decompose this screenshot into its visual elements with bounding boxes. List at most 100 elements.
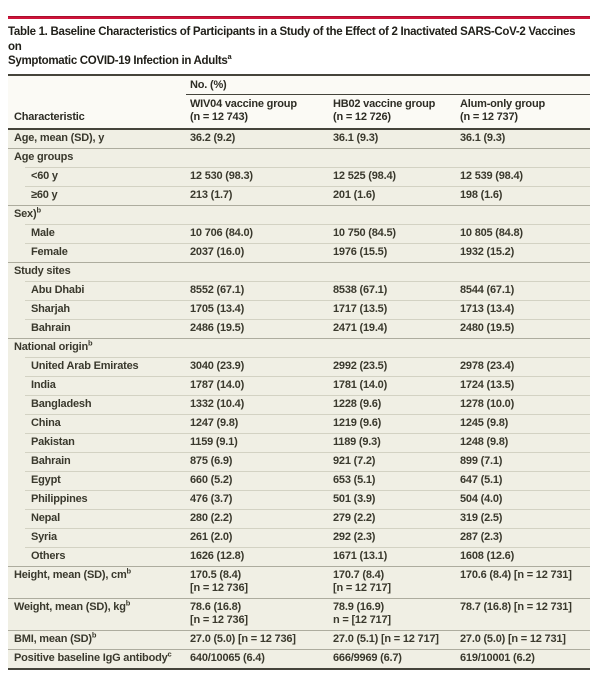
row-label: Age, mean (SD), y xyxy=(14,131,105,144)
value-cell: 1932 (15.2) xyxy=(460,245,515,258)
value-cell: 1248 (9.8) xyxy=(460,435,509,448)
row-label: Height, mean (SD), cmb xyxy=(14,565,132,581)
column-header-alum-n: (n = 12 737) xyxy=(460,110,518,123)
accent-rule xyxy=(8,16,590,19)
value-cell: 619/10001 (6.2) xyxy=(460,651,535,664)
value-cell: 78.6 (16.8) [n = 12 736] xyxy=(190,600,248,626)
value-cell: 1245 (9.8) xyxy=(460,416,509,429)
value-cell: 213 (1.7) xyxy=(190,188,233,201)
row-label: Philippines xyxy=(31,492,88,505)
value-cell: 2486 (19.5) xyxy=(190,321,245,334)
value-cell: 1278 (10.0) xyxy=(460,397,515,410)
table-row: China 1247 (9.8) 1219 (9.6) 1245 (9.8) xyxy=(8,413,590,433)
table-row: Others 1626 (12.8) 1671 (13.1) 1608 (12.6) xyxy=(8,546,590,566)
value-cell: 899 (7.1) xyxy=(460,454,503,467)
value-cell: 1671 (13.1) xyxy=(333,549,388,562)
value-cell: 1705 (13.4) xyxy=(190,302,245,315)
column-header-alum-group: Alum-only group (n = 12 737) xyxy=(460,95,590,128)
row-label: Female xyxy=(31,245,68,258)
value-cell: 8544 (67.1) xyxy=(460,283,515,296)
value-cell: 280 (2.2) xyxy=(190,511,233,524)
value-cell: 640/10065 (6.4) xyxy=(190,651,265,664)
column-header-wiv04-label: WIV04 vaccine group xyxy=(190,97,297,110)
value-cell: 12 530 (98.3) xyxy=(190,169,253,182)
row-label: Nepal xyxy=(31,511,60,524)
baseline-characteristics-table: No. (%) Characteristic WIV04 vaccine gro… xyxy=(8,73,590,670)
value-cell: 2037 (16.0) xyxy=(190,245,245,258)
value-cell: 8552 (67.1) xyxy=(190,283,245,296)
value-cell: 1717 (13.5) xyxy=(333,302,388,315)
table-row: Positive baseline IgG antibodyc 640/10065… xyxy=(8,648,590,668)
section-row: Sex)b xyxy=(8,204,590,224)
value-cell: 2471 (19.4) xyxy=(333,321,388,334)
footnote-marker: b xyxy=(36,204,42,214)
value-cell: 1713 (13.4) xyxy=(460,302,515,315)
column-header-hb02-label: HB02 vaccine group xyxy=(333,97,436,110)
table-row: Height, mean (SD), cmb 170.5 (8.4) [n = 1… xyxy=(8,565,590,598)
value-cell: 1724 (13.5) xyxy=(460,378,515,391)
table-row: India 1787 (14.0) 1781 (14.0) 1724 (13.5) xyxy=(8,375,590,395)
value-cell: 170.5 (8.4) [n = 12 736] xyxy=(190,568,248,594)
value-cell: 1332 (10.4) xyxy=(190,397,245,410)
value-cell: 666/9969 (6.7) xyxy=(333,651,402,664)
table-row: Female 2037 (16.0) 1976 (15.5) 1932 (15.2) xyxy=(8,242,590,262)
value-cell: 27.0 (5.0) [n = 12 731] xyxy=(460,632,566,645)
value-cell: 1189 (9.3) xyxy=(333,435,381,448)
footnote-marker: c xyxy=(167,648,172,658)
table-row: Bahrain 2486 (19.5) 2471 (19.4) 2480 (19.5) xyxy=(8,318,590,338)
row-label: Male xyxy=(31,226,55,239)
row-label: Egypt xyxy=(31,473,61,486)
value-cell: 319 (2.5) xyxy=(460,511,503,524)
table-row: Syria 261 (2.0) 292 (2.3) 287 (2.3) xyxy=(8,527,590,547)
section-row: National originb xyxy=(8,337,590,357)
row-label: United Arab Emirates xyxy=(31,359,139,372)
row-label: Sex)b xyxy=(14,204,42,220)
value-cell: 279 (2.2) xyxy=(333,511,376,524)
value-cell: 78.7 (16.8) [n = 12 731] xyxy=(460,600,572,613)
value-cell: 36.1 (9.3) xyxy=(333,131,379,144)
table-row: Philippines 476 (3.7) 501 (3.9) 504 (4.0) xyxy=(8,489,590,509)
footnote-marker: b xyxy=(91,629,97,639)
value-cell: 170.7 (8.4) [n = 12 717] xyxy=(333,568,391,594)
row-label: BMI, mean (SD)b xyxy=(14,629,97,645)
section-row: Age groups xyxy=(8,147,590,167)
row-label: Others xyxy=(31,549,66,562)
row-label: Bangladesh xyxy=(31,397,92,410)
table-row: Sharjah 1705 (13.4) 1717 (13.5) 1713 (13.4) xyxy=(8,299,590,319)
title-footnote-marker: a xyxy=(227,52,232,62)
value-cell: 3040 (23.9) xyxy=(190,359,245,372)
column-header-hb02-group: HB02 vaccine group (n = 12 726) xyxy=(333,95,460,128)
table-row: <60 y 12 530 (98.3) 12 525 (98.4) 12 539 (9… xyxy=(8,166,590,186)
value-cell: 501 (3.9) xyxy=(333,492,376,505)
column-header-wiv04-group: WIV04 vaccine group (n = 12 743) xyxy=(190,95,333,128)
row-label: Bahrain xyxy=(31,321,71,334)
column-header-alum-label: Alum-only group xyxy=(460,97,545,110)
value-cell: 36.1 (9.3) xyxy=(460,131,506,144)
value-cell: 10 750 (84.5) xyxy=(333,226,396,239)
table-row: United Arab Emirates 3040 (23.9) 2992 (23.… xyxy=(8,356,590,376)
value-cell: 1159 (9.1) xyxy=(190,435,238,448)
column-header-hb02-n: (n = 12 726) xyxy=(333,110,391,123)
column-header-row: Characteristic WIV04 vaccine group (n = 1… xyxy=(8,95,590,128)
spanner-no-pct: No. (%) xyxy=(186,76,590,95)
row-label: Positive baseline IgG antibodyc xyxy=(14,648,172,664)
table-row: Nepal 280 (2.2) 279 (2.2) 319 (2.5) xyxy=(8,508,590,528)
row-label: China xyxy=(31,416,61,429)
table-row: Pakistan 1159 (9.1) 1189 (9.3) 1248 (9.8) xyxy=(8,432,590,452)
table-row: Abu Dhabi 8552 (67.1) 8538 (67.1) 8544 (67.… xyxy=(8,280,590,300)
value-cell: 1787 (14.0) xyxy=(190,378,245,391)
row-label: Syria xyxy=(31,530,57,543)
column-header-characteristic: Characteristic xyxy=(14,110,85,123)
page: Table 1. Baseline Characteristics of Par… xyxy=(0,16,600,695)
value-cell: 1247 (9.8) xyxy=(190,416,239,429)
row-label: ≥60 y xyxy=(31,188,58,201)
value-cell: 476 (3.7) xyxy=(190,492,233,505)
table-title-line1: Table 1. Baseline Characteristics of Par… xyxy=(8,26,576,53)
value-cell: 10 805 (84.8) xyxy=(460,226,523,239)
table-body: Age, mean (SD), y 36.2 (9.2) 36.1 (9.3) 36.… xyxy=(8,130,590,668)
table-row: Age, mean (SD), y 36.2 (9.2) 36.1 (9.3) 36.… xyxy=(8,130,590,148)
row-label: Study sites xyxy=(14,264,71,277)
value-cell: 504 (4.0) xyxy=(460,492,503,505)
row-label: Bahrain xyxy=(31,454,71,467)
value-cell: 170.6 (8.4) [n = 12 731] xyxy=(460,568,572,581)
